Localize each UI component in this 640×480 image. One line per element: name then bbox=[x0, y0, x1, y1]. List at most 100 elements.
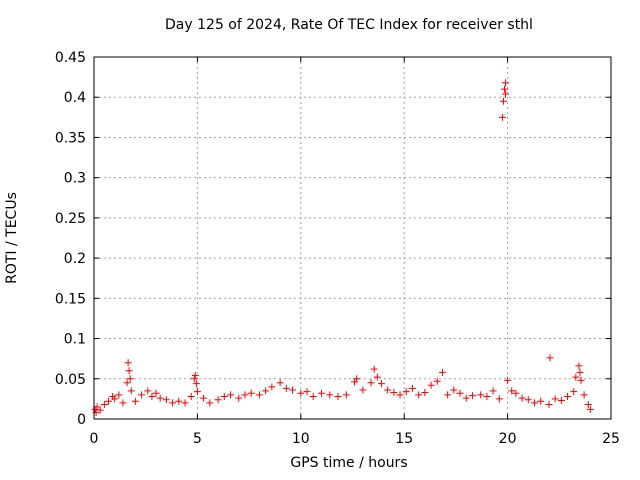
data-point bbox=[247, 389, 255, 397]
data-point bbox=[127, 387, 135, 395]
x-tick-label: 10 bbox=[292, 431, 310, 447]
data-point bbox=[402, 388, 410, 396]
data-point bbox=[353, 375, 361, 383]
y-tick-label: 0.4 bbox=[64, 90, 86, 106]
data-point bbox=[477, 391, 485, 399]
data-point bbox=[462, 394, 470, 402]
data-point bbox=[427, 381, 435, 389]
data-point bbox=[169, 399, 177, 407]
data-point bbox=[326, 391, 334, 399]
data-point bbox=[235, 394, 243, 402]
data-point bbox=[268, 383, 276, 391]
data-point bbox=[504, 376, 512, 384]
data-point bbox=[220, 392, 228, 400]
data-point bbox=[570, 388, 578, 396]
x-axis-label: GPS time / hours bbox=[290, 455, 408, 471]
data-point bbox=[175, 397, 183, 405]
data-point bbox=[586, 405, 594, 413]
data-point bbox=[111, 395, 119, 403]
data-point bbox=[384, 386, 392, 394]
data-point bbox=[377, 380, 385, 388]
data-point bbox=[119, 399, 127, 407]
data-point bbox=[309, 392, 317, 400]
data-point bbox=[564, 392, 572, 400]
data-point bbox=[390, 388, 398, 396]
data-point bbox=[512, 389, 520, 397]
data-point bbox=[192, 380, 200, 388]
data-point bbox=[124, 359, 132, 367]
plot-frame bbox=[93, 56, 612, 420]
data-point bbox=[148, 392, 156, 400]
data-point bbox=[483, 392, 491, 400]
data-point bbox=[530, 399, 538, 407]
data-point bbox=[584, 401, 592, 409]
data-point bbox=[187, 392, 195, 400]
y-tick-label: 0.2 bbox=[64, 251, 86, 267]
x-tick-label: 5 bbox=[193, 431, 202, 447]
data-point bbox=[575, 362, 583, 370]
data-point bbox=[125, 367, 133, 375]
data-point bbox=[500, 85, 508, 93]
data-point bbox=[367, 379, 375, 387]
data-point bbox=[524, 396, 532, 404]
data-point bbox=[359, 386, 367, 394]
data-point bbox=[303, 388, 311, 396]
data-point bbox=[206, 399, 214, 407]
data-point bbox=[190, 375, 198, 383]
grid-lines bbox=[94, 57, 611, 419]
data-point bbox=[115, 391, 123, 399]
data-point bbox=[289, 386, 297, 394]
data-point bbox=[131, 397, 139, 405]
data-point bbox=[334, 392, 342, 400]
data-point bbox=[576, 368, 584, 376]
x-tick-label: 0 bbox=[90, 431, 99, 447]
data-point bbox=[557, 396, 565, 404]
data-point bbox=[545, 401, 553, 409]
data-point bbox=[580, 391, 588, 399]
data-point bbox=[408, 384, 416, 392]
data-point bbox=[181, 399, 189, 407]
y-tick-label: 0 bbox=[77, 412, 86, 428]
data-point bbox=[577, 376, 585, 384]
axis-ticks: 0 0.05 0.1 0.15 0.2 0.25 0.3 0.35 0.4 0.45 0 5 10 15 2… bbox=[55, 50, 620, 447]
data-point bbox=[100, 401, 108, 409]
data-point bbox=[104, 397, 112, 405]
data-point bbox=[518, 394, 526, 402]
data-point bbox=[317, 389, 325, 397]
data-point bbox=[93, 403, 101, 411]
data-point bbox=[156, 394, 164, 402]
data-point bbox=[444, 391, 452, 399]
data-point bbox=[144, 387, 152, 395]
data-point bbox=[537, 397, 545, 405]
y-tick-label: 0.25 bbox=[55, 211, 86, 227]
y-tick-label: 0.05 bbox=[55, 372, 86, 388]
y-tick-label: 0.1 bbox=[64, 332, 86, 348]
data-point bbox=[498, 113, 506, 121]
data-point bbox=[502, 90, 510, 98]
data-point bbox=[572, 373, 580, 381]
y-tick-label: 0.15 bbox=[55, 291, 86, 307]
x-tick-label: 20 bbox=[499, 431, 517, 447]
x-tick-label: 25 bbox=[602, 431, 620, 447]
data-point bbox=[370, 365, 378, 373]
data-points bbox=[91, 79, 594, 417]
chart-title: Day 125 of 2024, Rate Of TEC Index for r… bbox=[165, 17, 533, 33]
data-point bbox=[152, 389, 160, 397]
data-point bbox=[193, 388, 201, 396]
data-point bbox=[489, 387, 497, 395]
data-point bbox=[200, 394, 208, 402]
data-point bbox=[508, 387, 516, 395]
data-point bbox=[226, 391, 234, 399]
data-point bbox=[262, 387, 270, 395]
data-point bbox=[438, 368, 446, 376]
data-point bbox=[551, 395, 559, 403]
data-point bbox=[241, 391, 249, 399]
data-point bbox=[450, 386, 458, 394]
data-point bbox=[342, 391, 350, 399]
data-point bbox=[276, 379, 284, 387]
data-point bbox=[502, 79, 510, 87]
data-point bbox=[191, 372, 199, 380]
data-point bbox=[456, 389, 464, 397]
data-point bbox=[123, 379, 131, 387]
